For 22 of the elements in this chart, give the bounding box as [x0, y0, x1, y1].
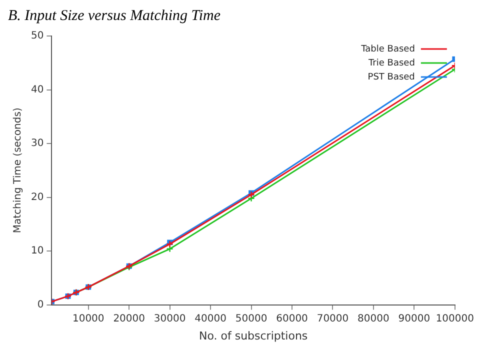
x-tick-label: 80000	[358, 313, 390, 324]
x-tick-label: 30000	[154, 313, 186, 324]
x-tick-label: 50000	[235, 313, 268, 324]
legend-label: PST Based	[368, 72, 415, 82]
y-tick-label: 10	[30, 246, 44, 257]
y-tick-label: 0	[37, 299, 44, 310]
x-tick-label: 100000	[436, 313, 474, 324]
y-tick-label: 20	[30, 192, 44, 203]
x-tick-label: 20000	[113, 313, 146, 324]
x-tick-label: 70000	[316, 313, 349, 324]
y-tick-label: 50	[30, 30, 44, 42]
x-tick-label: 90000	[398, 313, 430, 324]
x-tick-label: 60000	[276, 313, 308, 324]
x-tick-label: 10000	[72, 313, 104, 324]
legend-label: Trie Based	[368, 58, 415, 68]
x-axis-title: No. of subscriptions	[198, 329, 308, 342]
x-tick-label: 40000	[194, 313, 226, 324]
y-tick-label: 40	[30, 84, 44, 96]
y-axis-title: Matching Time (seconds)	[12, 108, 24, 234]
legend-label: Table Based	[360, 44, 415, 54]
chart-title: B. Input Size versus Matching Time	[8, 8, 222, 25]
y-tick-label: 30	[30, 138, 44, 150]
